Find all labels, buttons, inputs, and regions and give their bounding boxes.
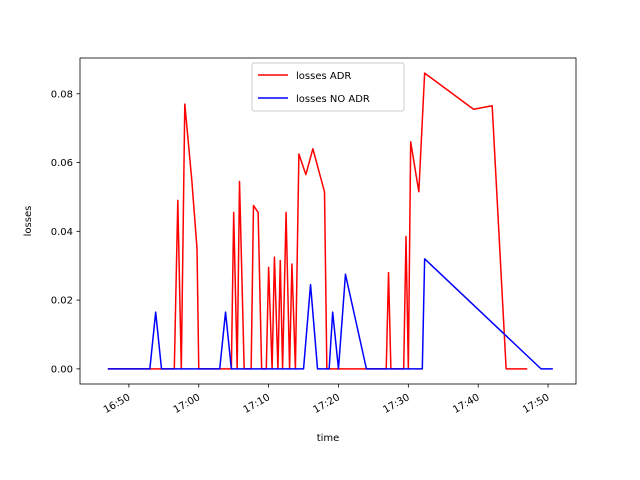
series-0-point-40	[405, 236, 407, 237]
series-0-point-6	[184, 103, 186, 105]
series-1-point-5	[225, 311, 226, 313]
legend: losses ADR losses NO ADR	[251, 62, 405, 112]
x-tick-label-3: 17:20	[312, 392, 342, 416]
series-1-point-4	[219, 368, 221, 370]
x-tick-label-6: 17:50	[521, 392, 551, 416]
series-1-point-2	[155, 311, 157, 313]
series-0-point-44	[424, 72, 426, 74]
series-0-point-48	[526, 368, 528, 370]
series-0-point-14	[239, 181, 240, 182]
series-0-point-45	[473, 108, 474, 110]
y-tick-label-1: 0.02	[51, 296, 73, 307]
series-1-point-13	[345, 273, 346, 275]
series-0-point-42	[410, 141, 412, 143]
x-tick-label-2: 17:10	[242, 392, 272, 416]
x-axis-label: time	[317, 433, 340, 444]
y-axis-label: losses	[23, 206, 34, 237]
series-1-point-14	[366, 368, 367, 370]
series-0-point-8	[196, 248, 198, 249]
series-0-point-25	[279, 260, 281, 261]
series-1-point-18	[552, 368, 554, 370]
plot-area	[80, 58, 576, 384]
series-1-point-16	[424, 258, 426, 260]
series-1-point-9	[317, 368, 318, 370]
series-0-point-12	[233, 212, 235, 213]
series-0-point-23	[274, 256, 275, 258]
series-0-point-37	[388, 272, 389, 273]
series-1-point-1	[149, 368, 151, 370]
series-1-point-12	[338, 368, 339, 370]
series-layer	[107, 72, 554, 370]
x-tick-label-1: 17:00	[172, 392, 202, 416]
x-tick-label-0: 16:50	[102, 392, 132, 416]
series-1-point-8	[310, 284, 311, 286]
series-1-point-7	[303, 368, 304, 370]
series-1-point-6	[230, 368, 232, 370]
series-0-point-17	[253, 205, 254, 206]
x-tick-label-5: 17:40	[451, 392, 481, 416]
series-0-point-32	[305, 174, 307, 175]
x-axis: 16:50 17:00 17:10 17:20 17:30 17:40 17:50	[102, 384, 552, 416]
plot-frame	[79, 57, 577, 385]
series-0-point-29	[291, 263, 293, 265]
series-1-point-0	[107, 368, 109, 370]
legend-label-adr: losses ADR	[296, 71, 351, 82]
series-1-point-3	[161, 368, 162, 370]
series-0-point-34	[324, 191, 325, 193]
series-0-point-46	[491, 105, 493, 107]
y-tick-label-2: 0.04	[51, 227, 73, 238]
series-1-point-10	[328, 368, 330, 370]
series-0-point-4	[177, 199, 179, 201]
series-0-point-18	[257, 212, 259, 213]
series-0-point-7	[191, 179, 193, 181]
y-tick-label-0: 0.00	[51, 364, 73, 375]
y-tick-label-3: 0.06	[51, 158, 73, 169]
series-0-point-47	[505, 368, 507, 370]
series-1-point-15	[421, 368, 423, 370]
series-0-point-33	[312, 148, 314, 150]
series-0-point-43	[418, 191, 420, 193]
series-1-point-17	[540, 368, 542, 370]
series-0-point-27	[285, 212, 287, 213]
series-1-point-11	[332, 311, 334, 313]
legend-box	[251, 62, 405, 112]
series-0-point-31	[298, 153, 300, 155]
series-0-point-21	[268, 267, 270, 268]
y-axis: 0.00 0.02 0.04 0.06 0.08	[51, 89, 80, 375]
legend-label-no-adr: losses NO ADR	[296, 94, 370, 105]
y-tick-label-4: 0.08	[51, 89, 73, 100]
x-tick-label-4: 17:30	[381, 392, 411, 416]
